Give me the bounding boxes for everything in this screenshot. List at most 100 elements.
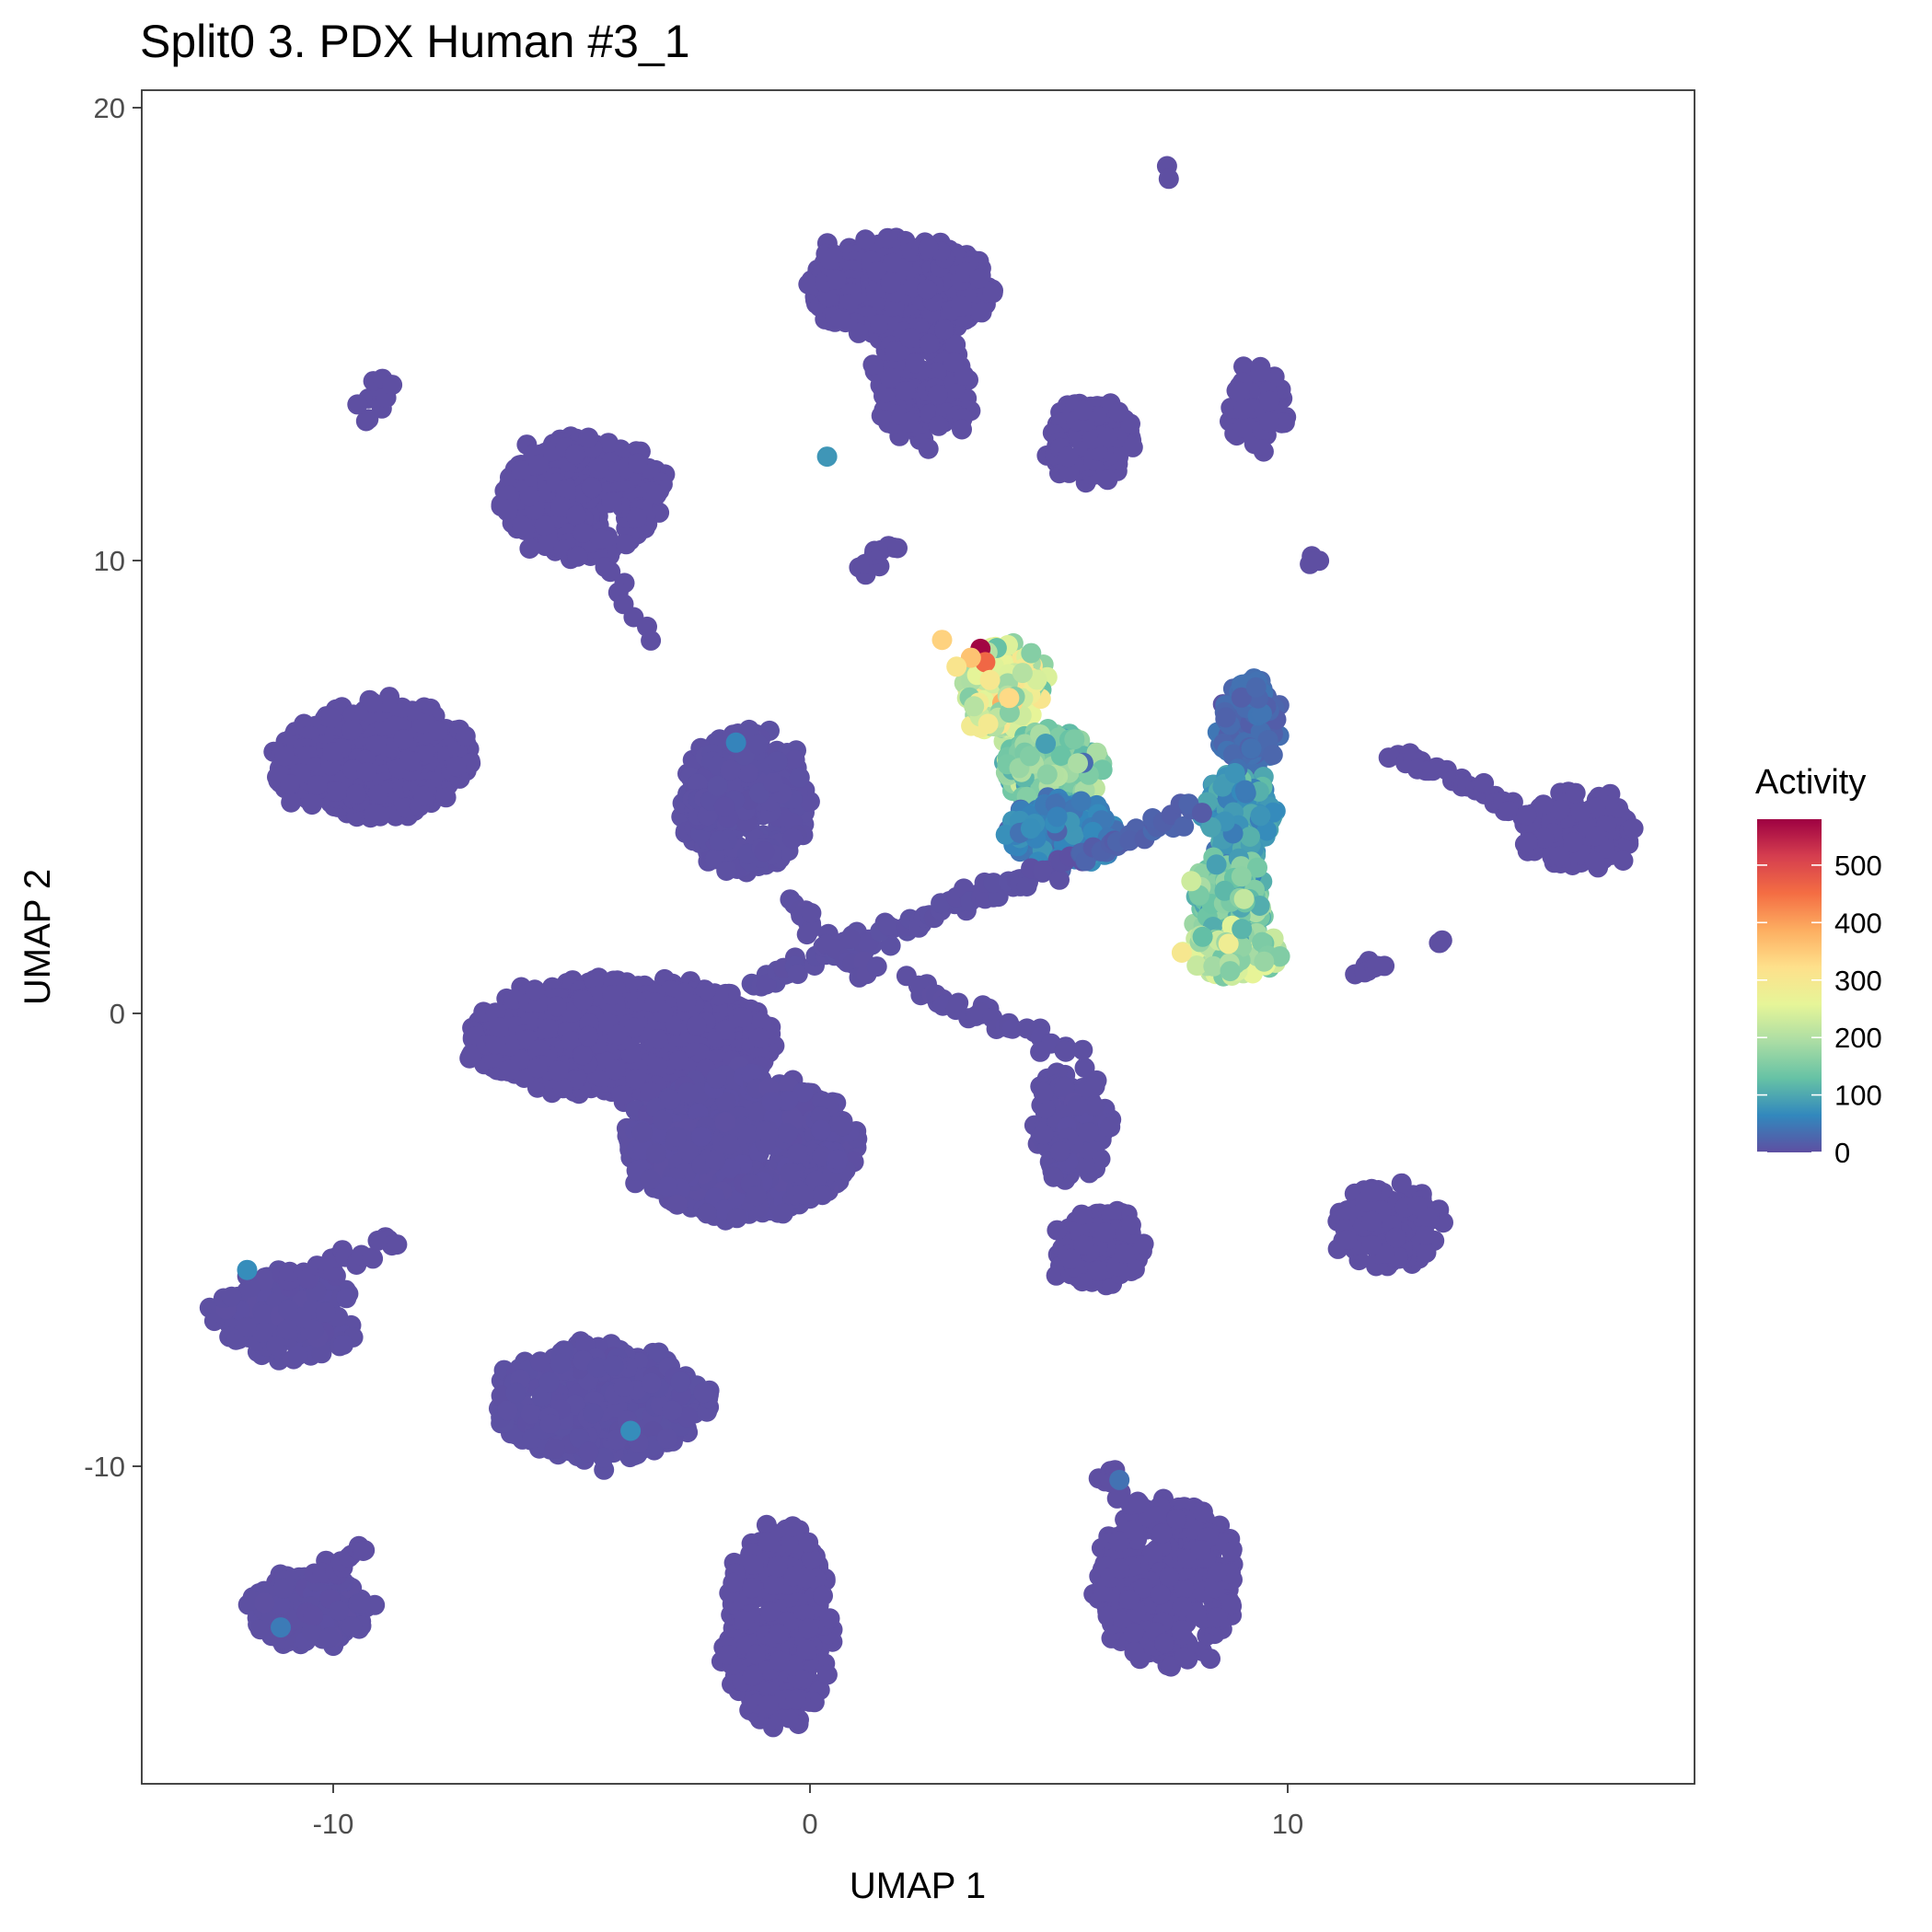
cell-point	[666, 1194, 688, 1215]
cell-point	[1391, 1173, 1412, 1194]
cell-point	[1336, 1229, 1358, 1250]
cell-point	[1154, 1633, 1174, 1654]
cell-point	[512, 515, 533, 537]
cell-point	[927, 384, 948, 405]
cell-point	[919, 333, 940, 354]
cell-point	[945, 334, 966, 355]
cell-point	[588, 457, 609, 479]
cell-point	[321, 708, 342, 729]
cell-point	[362, 692, 383, 713]
cell-point	[603, 1355, 624, 1376]
cell-point	[341, 720, 363, 741]
cell-point	[709, 830, 730, 851]
cell-point	[862, 354, 884, 376]
cell-point	[641, 1372, 662, 1394]
cell-point	[435, 787, 457, 808]
cell-point	[785, 1689, 806, 1710]
cell-point	[1097, 469, 1118, 491]
cell-point	[605, 1059, 626, 1081]
cell-point	[277, 1299, 298, 1320]
cell-point	[1150, 1584, 1171, 1605]
cell-point	[287, 1345, 308, 1366]
cell-point	[279, 774, 300, 795]
cell-point	[657, 1176, 677, 1197]
cell-point	[1517, 832, 1538, 853]
cell-point	[954, 364, 975, 386]
cell-point	[665, 1126, 687, 1147]
cell-point	[686, 1015, 707, 1036]
cell-point	[782, 828, 804, 849]
cell-point	[780, 1533, 801, 1554]
cell-point	[329, 1600, 350, 1621]
cell-point	[677, 1082, 699, 1104]
cell-point	[1585, 826, 1606, 847]
cell-point	[1250, 361, 1271, 382]
cell-point	[798, 1532, 819, 1553]
cell-point	[565, 444, 586, 465]
cell-point	[602, 985, 623, 1006]
cell-point	[754, 841, 775, 862]
cell-point	[928, 415, 949, 436]
cell-point	[364, 804, 385, 825]
cell-point	[1159, 1567, 1180, 1588]
cell-point	[505, 1382, 526, 1404]
cell-point	[1565, 782, 1586, 804]
cell-point	[1073, 399, 1093, 421]
cell-point	[720, 759, 741, 781]
cell-point	[333, 1335, 353, 1355]
cell-point	[705, 1150, 726, 1171]
cell-point	[550, 1353, 571, 1374]
cell-point	[544, 1439, 565, 1459]
cell-point	[640, 1169, 661, 1190]
cell-point	[616, 534, 637, 555]
cell-point	[499, 1059, 520, 1081]
cell-point	[628, 453, 648, 474]
cell-point	[951, 295, 972, 317]
cell-point	[319, 1626, 340, 1648]
cell-point	[511, 460, 532, 480]
cell-point	[1360, 1181, 1382, 1202]
cell-point	[969, 268, 989, 289]
cell-point	[1232, 417, 1254, 438]
cell-point	[1174, 1647, 1196, 1668]
cell-point	[221, 1286, 242, 1307]
cell-point	[880, 272, 901, 294]
cell-point	[783, 1566, 804, 1587]
cell-point	[455, 725, 476, 746]
cell-point	[351, 1592, 371, 1614]
cell-point	[393, 729, 414, 750]
cell-point	[732, 1007, 753, 1028]
cell-point	[274, 746, 295, 767]
cell-point	[871, 405, 892, 426]
cell-point	[895, 381, 916, 401]
cell-point	[866, 261, 887, 282]
cell-point	[646, 484, 667, 505]
cell-point	[747, 734, 769, 755]
cell-point	[1623, 818, 1644, 839]
cell-point	[578, 1025, 599, 1047]
cell-point	[819, 249, 840, 270]
cell-point	[1233, 356, 1254, 377]
cell-point	[1122, 436, 1143, 457]
cell-point	[1259, 390, 1280, 411]
cell-point	[870, 314, 891, 335]
cell-point	[798, 1618, 819, 1639]
cell-point	[877, 227, 898, 249]
cell-point	[1249, 435, 1269, 456]
cell-point	[779, 1707, 799, 1729]
cell-point	[236, 1317, 257, 1337]
cell-point	[445, 756, 467, 777]
cell-point	[583, 1403, 604, 1424]
cell-point	[534, 515, 555, 537]
cell-point	[607, 1024, 628, 1046]
cell-point	[273, 1578, 294, 1599]
cell-point	[855, 229, 876, 250]
cell-point	[1221, 1541, 1243, 1562]
cell-point	[717, 1645, 738, 1665]
cell-point	[254, 1592, 275, 1614]
cell-point	[1406, 1196, 1428, 1217]
cell-point	[656, 1428, 677, 1449]
cell-point	[917, 279, 938, 300]
cell-point	[322, 742, 343, 763]
